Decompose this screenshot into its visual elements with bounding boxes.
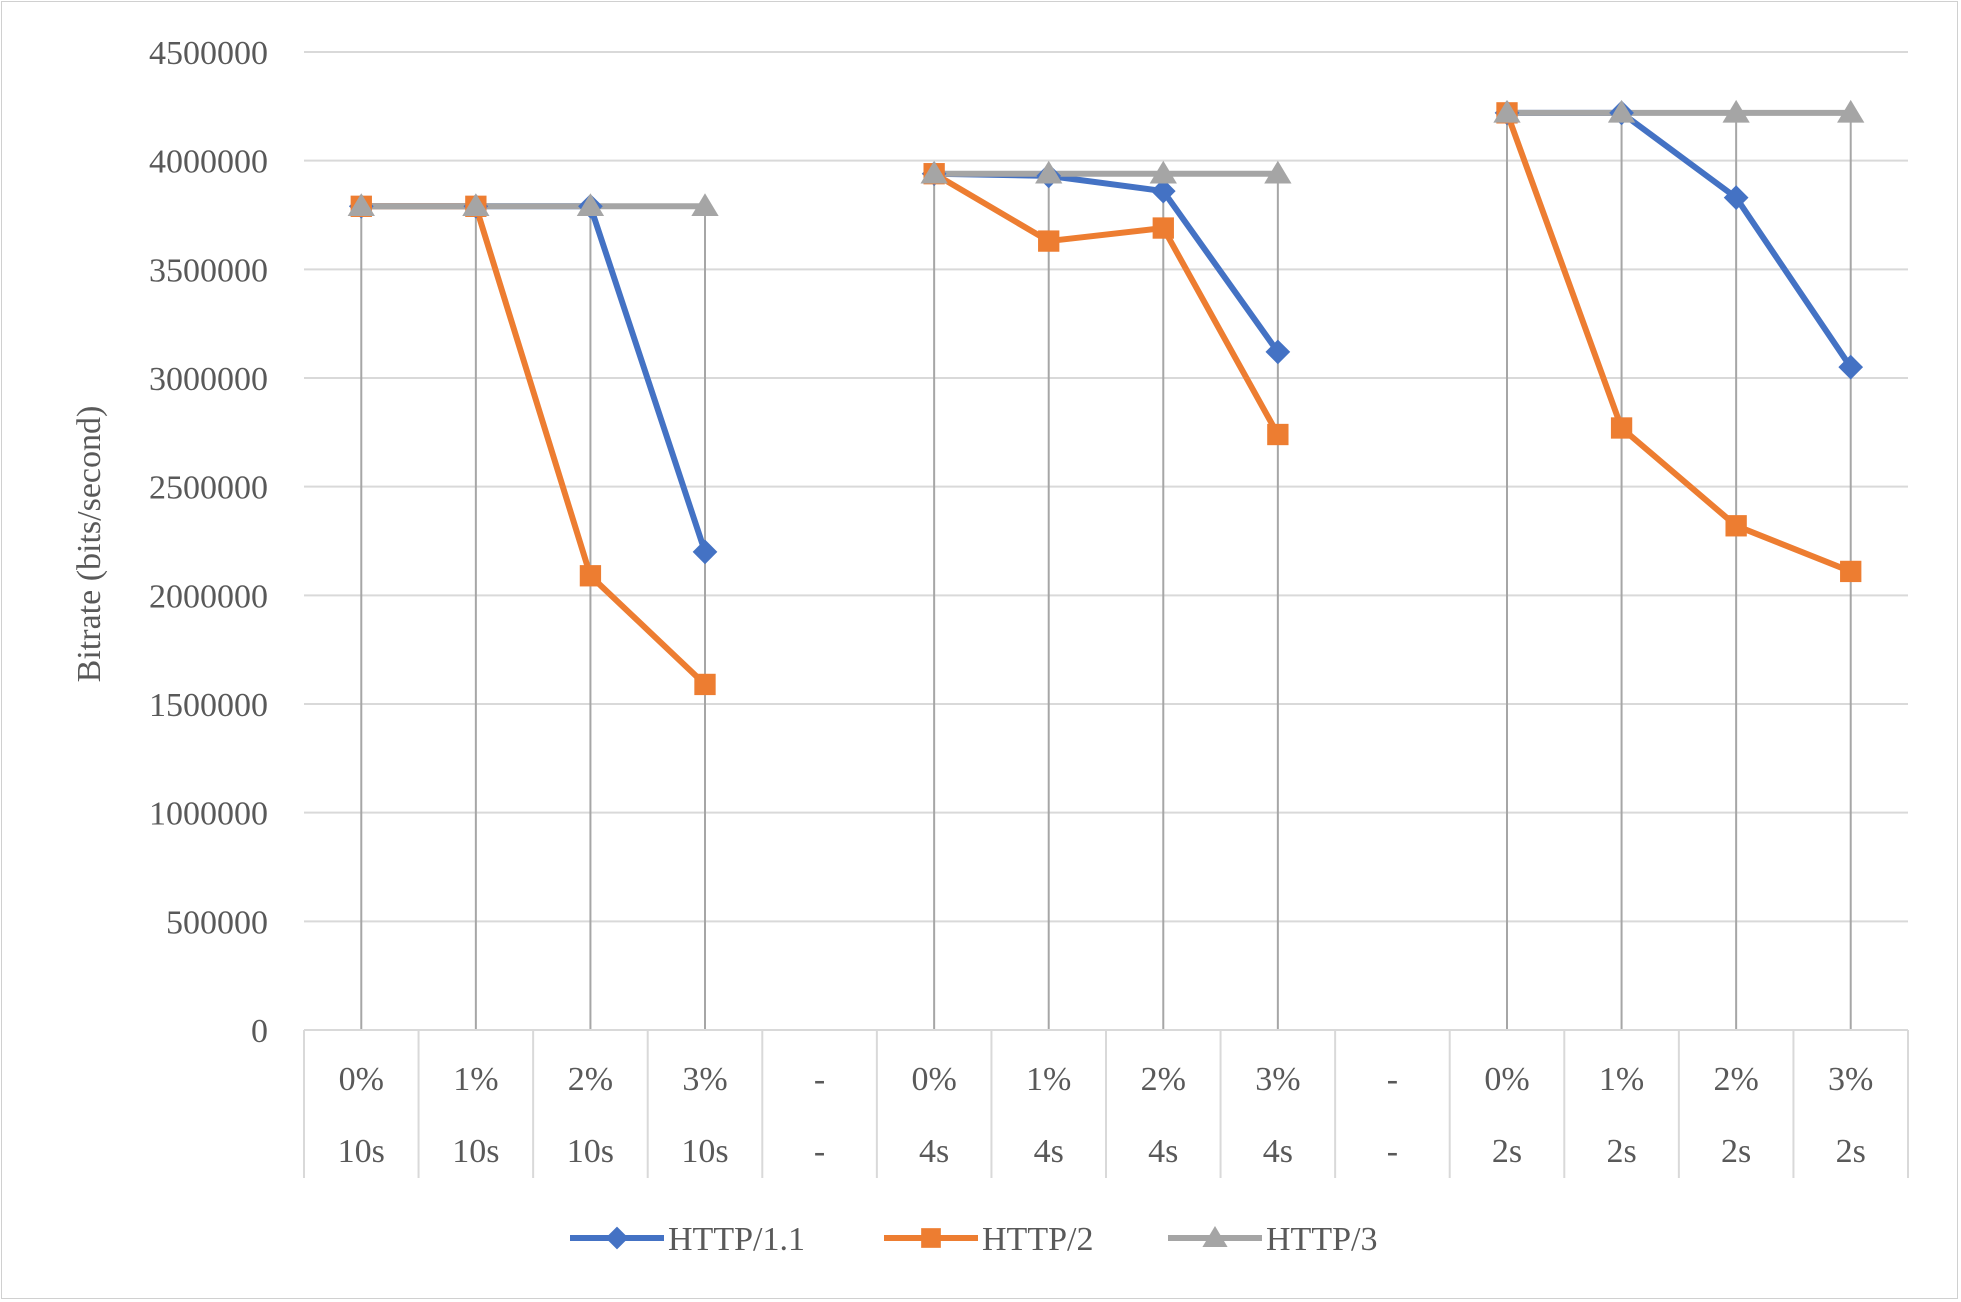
marker-triangle: [1837, 99, 1865, 123]
y-tick-label: 2000000: [149, 578, 268, 615]
marker-diamond: [1150, 178, 1176, 204]
x-tick-label-loss: -: [814, 1061, 825, 1098]
x-tick-label-segment: 2s: [1836, 1133, 1866, 1170]
y-tick-label: 1500000: [149, 687, 268, 724]
y-tick-label: 4000000: [149, 144, 268, 181]
y-tick-label: 3000000: [149, 361, 268, 398]
marker-diamond: [692, 539, 718, 565]
marker-square: [1610, 417, 1633, 439]
series-http-3: [361, 109, 1851, 210]
x-tick-label-segment: -: [814, 1133, 825, 1170]
marker-triangle: [920, 160, 948, 184]
marker-triangle: [576, 193, 605, 217]
marker-triangle: [1035, 160, 1063, 184]
legend-item: HTTP/3: [1168, 1221, 1377, 1258]
marker-square: [1267, 423, 1289, 446]
x-tick-label-loss: 0%: [1484, 1061, 1529, 1098]
y-tick-label: 2500000: [149, 470, 268, 507]
marker-triangle: [1149, 160, 1177, 184]
y-axis-title: Bitrate (bits/second): [71, 406, 108, 683]
x-tick-label-segment: 4s: [1148, 1133, 1178, 1170]
y-tick-label: 3500000: [149, 252, 268, 289]
x-tick-label-loss: 2%: [1713, 1061, 1758, 1098]
series-line: [1507, 109, 1854, 369]
series-line: [932, 171, 1281, 436]
marker-triangle: [1493, 99, 1521, 123]
marker-square: [1840, 560, 1862, 583]
gridlines: [304, 51, 1908, 923]
x-tick-label-loss: 3%: [1828, 1061, 1873, 1098]
legend-label: HTTP/3: [1266, 1221, 1377, 1258]
marker-square: [694, 673, 716, 696]
legend-item: HTTP/1.1: [570, 1221, 805, 1258]
legend-label: HTTP/1.1: [668, 1221, 805, 1258]
legend-label: HTTP/2: [982, 1221, 1093, 1258]
x-tick-label-segment: 10s: [681, 1133, 728, 1170]
x-tick-label-segment: 4s: [1263, 1133, 1293, 1170]
x-tick-label-segment: 2s: [1492, 1133, 1522, 1170]
x-tick-label-loss: 2%: [1141, 1061, 1186, 1098]
series-line: [934, 170, 1281, 354]
marker-triangle: [347, 193, 375, 217]
marker-square: [1725, 515, 1747, 537]
series-line: [361, 203, 708, 687]
x-tick-label-segment: -: [1387, 1133, 1398, 1170]
x-tick-label-segment: 10s: [452, 1133, 499, 1170]
x-tick-label-segment: 10s: [338, 1133, 385, 1170]
x-tick-label-loss: 3%: [1255, 1061, 1300, 1098]
marker-diamond: [1723, 185, 1749, 210]
marker-triangle: [1607, 99, 1636, 123]
markers-http-1-1: [348, 100, 1864, 565]
category-axis: 0% 10s 1% 10s 2% 10s 3% 10s - - 0% 4s 1% 4s 2% 4s 3% 4s - -…: [303, 1029, 1909, 1178]
y-tick-label: 0: [251, 1013, 268, 1050]
x-tick-label-segment: 2s: [1721, 1133, 1751, 1170]
series-line: [361, 203, 708, 553]
x-tick-label-loss: -: [1387, 1061, 1398, 1098]
marker-square: [1038, 230, 1060, 252]
series-line: [1504, 111, 1852, 575]
markers-http-3: [347, 99, 1865, 217]
y-tick-label: 4500000: [149, 35, 268, 72]
marker-square: [921, 1228, 941, 1248]
series-http-2: [361, 111, 1852, 687]
legend-item: HTTP/2: [884, 1221, 1093, 1258]
x-tick-label-segment: 10s: [567, 1133, 614, 1170]
legend: HTTP/1.1 HTTP/2 HTTP/3: [570, 1221, 1377, 1258]
series-markers: [347, 99, 1865, 696]
marker-triangle: [691, 193, 719, 217]
x-tick-label-loss: 1%: [1599, 1061, 1644, 1098]
marker-triangle: [1264, 160, 1292, 184]
marker-diamond: [605, 1226, 629, 1250]
x-tick-label-segment: 4s: [1034, 1133, 1064, 1170]
x-tick-label-loss: 0%: [911, 1061, 956, 1098]
x-tick-label-segment: 4s: [919, 1133, 949, 1170]
marker-triangle: [462, 193, 490, 217]
x-tick-label-loss: 0%: [339, 1061, 384, 1098]
x-tick-label-loss: 2%: [568, 1061, 613, 1098]
marker-square: [579, 565, 602, 587]
x-tick-label-loss: 1%: [1026, 1061, 1071, 1098]
x-tick-label-segment: 2s: [1606, 1133, 1636, 1170]
marker-triangle: [1722, 99, 1750, 123]
marker-diamond: [1838, 354, 1864, 380]
x-tick-label-loss: 1%: [453, 1061, 498, 1098]
y-tick-label: 1000000: [149, 796, 268, 833]
markers-http-2: [350, 102, 1862, 696]
y-axis-ticks: 0 500000 1000000 1500000 2000000 2500000 30000…: [149, 35, 268, 1050]
y-tick-label: 500000: [166, 904, 268, 941]
marker-square: [1152, 217, 1174, 239]
series-lines: [361, 109, 1854, 687]
marker-triangle: [1202, 1226, 1228, 1247]
marker-diamond: [1265, 339, 1291, 365]
x-tick-label-loss: 3%: [682, 1061, 727, 1098]
